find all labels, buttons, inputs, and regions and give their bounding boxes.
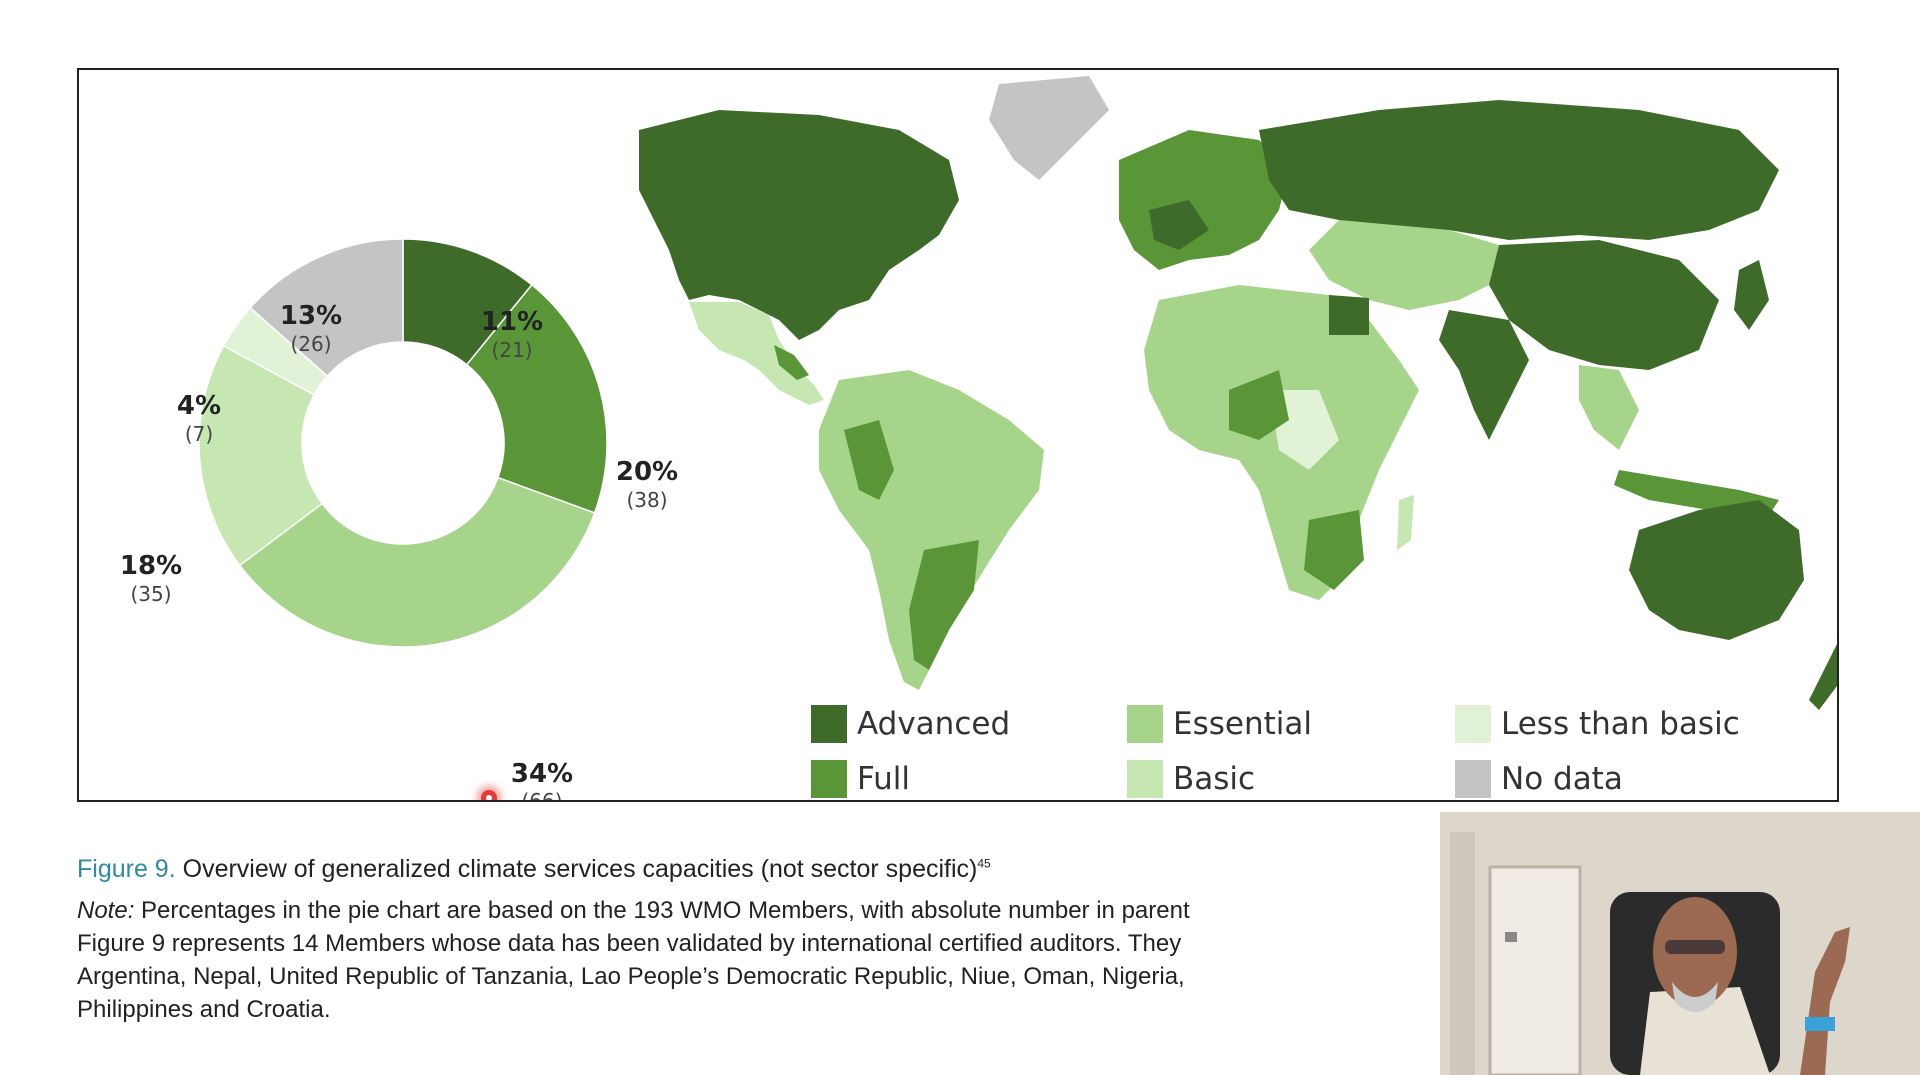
legend-swatch-full: [811, 760, 847, 798]
map-australia: [1629, 500, 1804, 640]
webcam-scene: [1440, 812, 1920, 1075]
map-new-zealand: [1809, 644, 1837, 710]
map-central-asia: [1309, 220, 1499, 310]
donut-hole: [302, 342, 504, 544]
figure-caption: Figure 9. Overview of generalized climat…: [77, 855, 1437, 1026]
legend-item-full: Full: [811, 759, 910, 799]
figure-frame: 11% (21) 20% (38) 34% (66) 18% (35) 4% (…: [77, 68, 1839, 802]
legend-label-advanced: Advanced: [857, 706, 1011, 742]
map-south-america-full: [909, 540, 979, 670]
legend-item-basic: Basic: [1127, 759, 1255, 799]
caption-title-line: Figure 9. Overview of generalized climat…: [77, 855, 1437, 884]
legend-item-essential: Essential: [1127, 704, 1312, 744]
legend-label-no-data: No data: [1501, 761, 1623, 797]
map-central-america-full: [774, 345, 809, 380]
note-line-1: Percentages in the pie chart are based o…: [134, 897, 1190, 924]
label-advanced-count: (21): [491, 338, 532, 362]
label-essential-count: (66): [521, 789, 562, 802]
caption-title: Overview of generalized climate services…: [175, 855, 978, 883]
label-basic-pct: 18%: [120, 551, 182, 581]
legend-item-less-than-basic: Less than basic: [1455, 704, 1740, 744]
webcam-beard: [1672, 982, 1718, 1012]
webcam-glasses: [1665, 940, 1725, 954]
map-central-america: [689, 302, 824, 405]
map-europe-adv: [1149, 200, 1209, 250]
map-japan: [1734, 260, 1769, 330]
world-map: [639, 76, 1837, 710]
map-china: [1489, 240, 1719, 370]
label-full-count: (38): [626, 488, 667, 512]
legend-swatch-basic: [1127, 760, 1163, 798]
webcam-door: [1488, 865, 1582, 1075]
note-line-2: Figure 9 represents 14 Members whose dat…: [77, 930, 1182, 957]
webcam-door-handle: [1505, 932, 1517, 942]
map-madagascar: [1397, 495, 1414, 550]
note-line-4: Philippines and Croatia.: [77, 996, 331, 1023]
legend-swatch-no-data: [1455, 760, 1491, 798]
caption-note: Note: Percentages in the pie chart are b…: [77, 894, 1437, 1026]
caption-superscript: 45: [977, 856, 991, 871]
legend-swatch-essential: [1127, 705, 1163, 743]
pointer-dot: [481, 790, 497, 800]
map-north-america: [639, 110, 959, 340]
map-southern-africa: [1304, 510, 1364, 590]
caption-figure-label: Figure 9.: [77, 855, 176, 883]
webcam-overlay: [1440, 812, 1920, 1075]
label-essential-pct: 34%: [511, 759, 573, 789]
map-greenland: [989, 76, 1109, 180]
map-se-asia: [1579, 365, 1639, 450]
label-basic-count: (35): [130, 582, 171, 606]
label-no-data-pct: 13%: [280, 301, 342, 331]
legend-swatch-advanced: [811, 705, 847, 743]
legend-label-basic: Basic: [1173, 761, 1256, 797]
map-egypt: [1329, 295, 1369, 335]
label-less-than-basic-count: (7): [185, 422, 213, 446]
legend-label-less-than-basic: Less than basic: [1501, 706, 1740, 742]
map-south-america-full-2: [844, 420, 894, 500]
webcam-shirt: [1640, 987, 1770, 1075]
legend-swatch-less-than-basic: [1455, 705, 1491, 743]
webcam-hand: [1800, 927, 1850, 1075]
label-advanced-pct: 11%: [481, 307, 543, 337]
donut-segments: [198, 238, 608, 648]
label-full-pct: 20%: [616, 457, 678, 487]
note-line-3: Argentina, Nepal, United Republic of Tan…: [77, 963, 1185, 990]
webcam-wristband: [1805, 1017, 1835, 1031]
label-no-data-count: (26): [290, 332, 331, 356]
map-russia: [1259, 100, 1779, 240]
webcam-wall-edge: [1450, 832, 1475, 1075]
note-prefix: Note:: [77, 897, 135, 924]
map-india: [1439, 310, 1529, 440]
map-africa-full: [1229, 370, 1289, 440]
label-less-than-basic-pct: 4%: [177, 391, 221, 421]
donut-chart: 11% (21) 20% (38) 34% (66) 18% (35) 4% (…: [120, 238, 678, 802]
legend-label-essential: Essential: [1173, 706, 1312, 742]
legend-label-full: Full: [857, 761, 911, 797]
legend-item-advanced: Advanced: [811, 704, 1010, 744]
legend-item-no-data: No data: [1455, 759, 1623, 799]
